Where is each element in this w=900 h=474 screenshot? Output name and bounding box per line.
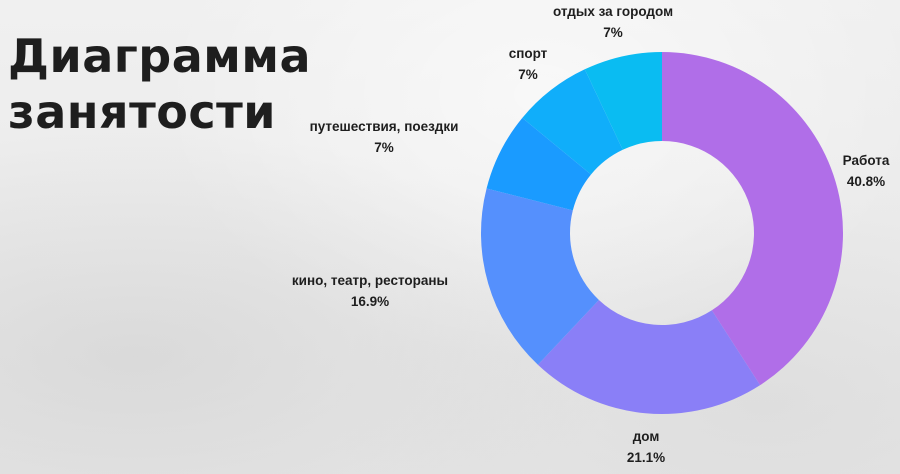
slice-value-label: 16.9%: [351, 294, 389, 309]
slice-category-label: путешествия, поездки: [310, 119, 459, 134]
slice-category-label: Работа: [843, 153, 890, 168]
donut-slice: [584, 52, 662, 150]
slice-category-label: отдых за городом: [553, 4, 673, 19]
donut-slice: [662, 52, 844, 386]
slice-value-label: 7%: [374, 140, 394, 155]
title-line-1: Диаграмма: [8, 29, 311, 83]
slice-category-label: дом: [633, 429, 660, 444]
donut-slice: [481, 188, 599, 365]
donut-slice: [537, 299, 761, 415]
donut-slice: [522, 69, 623, 175]
slice-value-label: 21.1%: [627, 450, 665, 465]
slice-category-label: спорт: [509, 46, 548, 61]
donut-slice: [486, 117, 592, 211]
page-title: Диаграмма занятости: [8, 28, 311, 140]
slice-value-label: 40.8%: [847, 174, 885, 189]
slice-category-label: кино, театр, рестораны: [292, 273, 448, 288]
slice-value-label: 7%: [518, 67, 538, 82]
slice-value-label: 7%: [603, 25, 623, 40]
title-line-2: занятости: [8, 85, 277, 139]
